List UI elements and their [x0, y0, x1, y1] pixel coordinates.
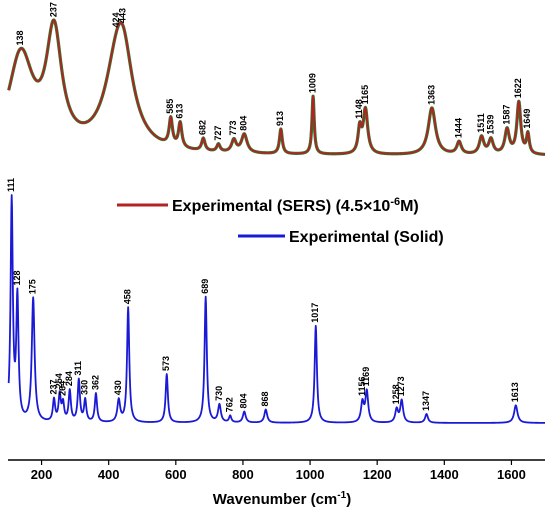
- x-tick-label: 800: [232, 467, 254, 482]
- x-tick-label: 1200: [363, 467, 392, 482]
- solid-peak-label: 284: [64, 371, 74, 386]
- sers-peak-label: 804: [239, 116, 249, 131]
- sers-peak-label: 138: [15, 30, 25, 45]
- sers-peak-label: 613: [175, 104, 185, 119]
- sers-peak-label: 1649: [522, 109, 532, 129]
- sers-peak-label: 1363: [426, 85, 436, 105]
- solid-peak-label: 362: [90, 375, 100, 390]
- sers-peak-label: 1511: [476, 113, 486, 133]
- sers-peak-label: 1539: [485, 115, 495, 135]
- sers-peak-label: 1148: [354, 99, 364, 119]
- solid-peak-label: 1273: [396, 376, 406, 396]
- sers-peak-label: 1587: [501, 105, 511, 125]
- sers-peak-label: 773: [228, 120, 238, 135]
- sers-spectrum-outline: [7, 18, 547, 156]
- solid-spectrum-line: [7, 194, 546, 424]
- solid-peak-label: 1169: [361, 367, 371, 387]
- solid-peak-label: 330: [80, 380, 90, 395]
- solid-peak-label: 175: [28, 279, 38, 294]
- x-tick-label: 200: [31, 467, 53, 482]
- legend: Experimental (SERS) (4.5×10-6M) Experimen…: [117, 196, 444, 246]
- solid-peak-label: 762: [225, 397, 235, 412]
- sers-peak-label: 424: [111, 12, 121, 27]
- sers-peak-label: 443: [117, 8, 127, 23]
- solid-peak-label: 1258: [391, 384, 401, 404]
- x-tick-label: 600: [165, 467, 187, 482]
- solid-peak-label: 1613: [510, 382, 520, 402]
- sers-peak-label: 913: [275, 111, 285, 126]
- sers-peak-label: 1622: [513, 78, 523, 98]
- solid-peak-label: 730: [214, 386, 224, 401]
- solid-peak-label: 311: [73, 361, 83, 376]
- solid-peak-label: 237: [48, 379, 58, 394]
- legend-label: Experimental (SERS) (4.5×10-6M): [172, 196, 419, 215]
- solid-peak-label: 1156: [357, 376, 367, 396]
- x-tick-label: 400: [98, 467, 120, 482]
- sers-peak-label: 1444: [453, 118, 463, 138]
- solid-peak-label: 264: [57, 381, 67, 396]
- solid-peak-label: 111: [6, 178, 16, 192]
- sers-peak-label: 727: [213, 126, 223, 141]
- x-axis-title: Wavenumber (cm-1): [213, 490, 351, 508]
- solid-peak-label: 254: [54, 373, 64, 388]
- solid-peak-label: 573: [161, 356, 171, 371]
- sers-peak-label: 585: [165, 99, 175, 114]
- sers-peak-label: 237: [48, 2, 58, 17]
- solid-peak-label: 689: [200, 279, 210, 294]
- solid-peak-label: 458: [123, 289, 133, 304]
- sers-peak-label: 1165: [360, 85, 370, 105]
- sers-spectrum-line: [7, 19, 546, 156]
- solid-peak-label: 868: [260, 391, 270, 406]
- x-tick-label: 1000: [296, 467, 325, 482]
- x-tick-label: 1600: [497, 467, 526, 482]
- solid-peak-label: 1347: [421, 391, 431, 411]
- sers-peak-label: 682: [198, 120, 208, 135]
- solid-peak-label: 128: [12, 270, 22, 285]
- solid-peak-label: 1017: [310, 303, 320, 323]
- legend-label: Experimental (Solid): [289, 229, 444, 246]
- x-axis-ticks: 200 400 600 800 1000 1200 1400 1600: [31, 460, 526, 482]
- solid-peak-label: 430: [113, 380, 123, 395]
- solid-peak-label: 804: [239, 393, 249, 408]
- sers-peak-label: 1009: [307, 73, 317, 93]
- x-tick-label: 1400: [430, 467, 459, 482]
